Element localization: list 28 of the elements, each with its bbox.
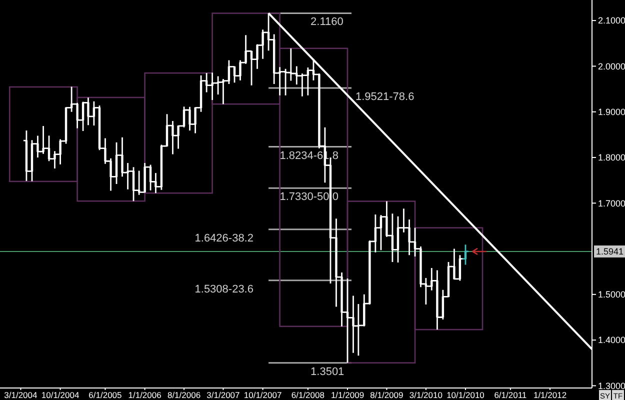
- ref-line-label: 1.6426-38.2: [194, 232, 254, 244]
- x-tick-label: 6/1/2008: [291, 390, 325, 400]
- x-tick-label: 10/1/2004: [41, 390, 80, 400]
- y-tick-label: 1.7000: [598, 198, 625, 208]
- y-tick-label: 1.5000: [598, 290, 625, 300]
- ref-line-label: 1.9521-78.6: [356, 91, 414, 104]
- ref-line-label: 2.1160: [310, 16, 344, 28]
- ref-line-label: 1.5308-23.6: [194, 283, 254, 296]
- y-tick-label: 1.8000: [598, 152, 625, 163]
- y-tick-label: 1.9000: [598, 106, 625, 117]
- x-tick-label: 10/1/2010: [446, 390, 485, 400]
- y-tick-label: 2.1000: [598, 16, 625, 26]
- x-tick-label: 1/1/2012: [533, 390, 567, 400]
- x-tick-label: 6/1/2011: [494, 390, 527, 400]
- x-tick-label: 1/1/2006: [128, 390, 162, 400]
- x-tick-label: 8/1/2009: [370, 390, 404, 400]
- y-tick-label: 1.4000: [598, 335, 625, 346]
- x-tick-label: 10/1/2007: [244, 390, 282, 400]
- x-tick-label: 1/1/2009: [330, 390, 364, 400]
- x-tick-label: 3/1/2010: [409, 390, 443, 400]
- x-tick-label: 6/1/2005: [88, 390, 122, 400]
- ref-line-label: 1.3501: [310, 366, 344, 378]
- x-tick-label: 3/1/2007: [206, 390, 240, 400]
- ref-line-label: 1.5941: [596, 246, 624, 257]
- x-tick-label: 3/1/2004: [4, 390, 38, 400]
- y-tick-label: 2.0000: [598, 61, 625, 72]
- y-tick-label: 1.3000: [598, 380, 625, 391]
- x-tick-label: 8/1/2006: [167, 390, 201, 400]
